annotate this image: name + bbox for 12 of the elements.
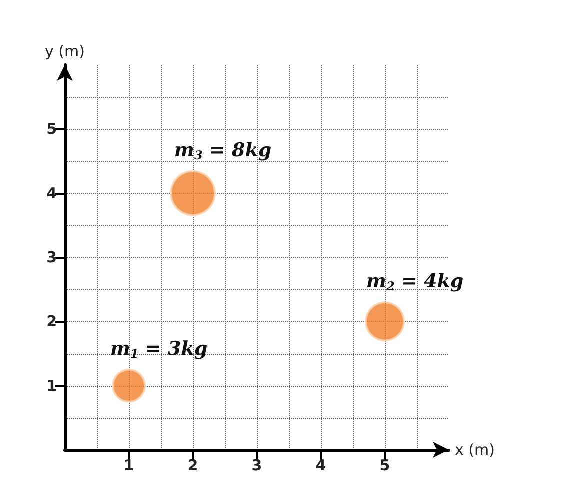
y-tick-label: 1 (46, 376, 57, 395)
x-axis-title: x (m) (455, 441, 495, 459)
y-tick-label: 5 (46, 120, 57, 138)
x-tick-label: 1 (124, 456, 134, 474)
y-tick-label: 2 (46, 312, 57, 331)
y-axis-title: y (m) (45, 42, 85, 60)
x-tick-label: 4 (316, 456, 326, 474)
x-tick-label: 2 (188, 456, 198, 474)
x-tick-label: 3 (252, 456, 262, 474)
y-tick-label: 3 (46, 248, 57, 266)
y-tick-label: 4 (46, 184, 57, 202)
x-tick-label: 5 (380, 456, 390, 474)
